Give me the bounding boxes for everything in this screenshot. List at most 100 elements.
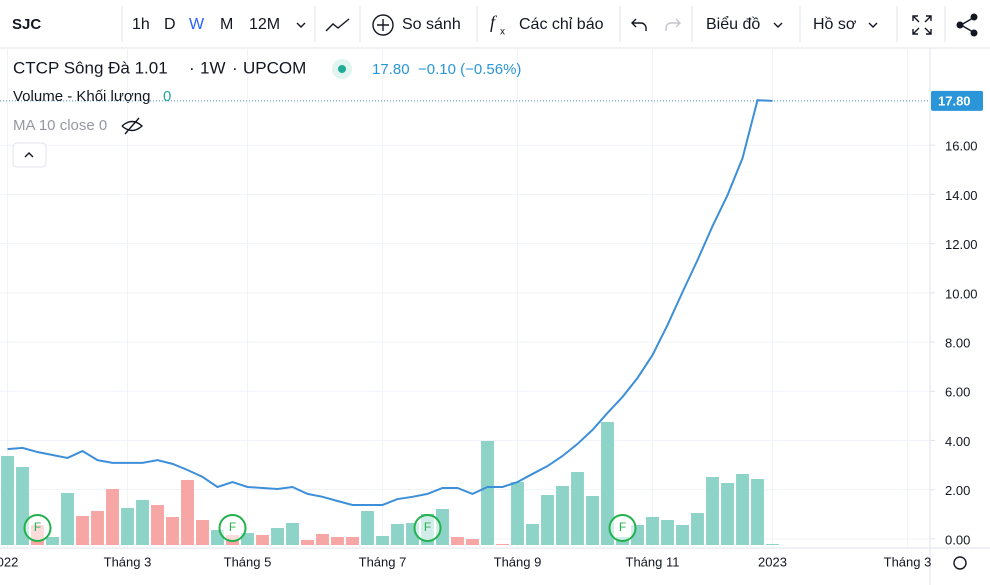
redo[interactable] <box>665 18 681 31</box>
legend-title: CTCP Sông Đà 1.01 <box>13 58 168 77</box>
interval[interactable]: 12M <box>249 16 280 33</box>
volume-bar <box>376 536 389 545</box>
volume-bar <box>586 496 599 545</box>
volume-bar <box>361 511 374 545</box>
volume-bar <box>151 505 164 545</box>
chart-menu[interactable]: Biểu đồ <box>706 15 760 33</box>
y-tick-label: 14.00 <box>945 188 978 203</box>
legend-volume-value: 0 <box>163 88 171 105</box>
undo[interactable] <box>631 18 647 31</box>
volume-bar <box>451 537 464 545</box>
legend-exchange: UPCOM <box>243 58 306 77</box>
volume-bar <box>166 517 179 545</box>
x-tick-label: Tháng 3 <box>884 554 932 569</box>
volume-bar <box>511 482 524 545</box>
volume-bar <box>286 523 299 545</box>
event-marker[interactable] <box>218 514 247 542</box>
indicators-icon[interactable]: f <box>490 12 498 32</box>
volume-bar <box>241 533 254 545</box>
fullscreen[interactable] <box>912 15 932 35</box>
x-tick-label: 2023 <box>758 554 787 569</box>
symbol[interactable]: SJC <box>12 16 41 33</box>
volume-bar <box>721 483 734 545</box>
volume-bar <box>316 534 329 545</box>
volume-bar <box>691 513 704 545</box>
volume-bar <box>601 422 614 545</box>
chevron[interactable] <box>296 22 306 28</box>
y-tick-label: 0.00 <box>945 532 970 547</box>
x-tick-label: Tháng 7 <box>359 554 407 569</box>
settings[interactable] <box>953 556 967 570</box>
legend-dot: · <box>232 58 238 77</box>
share <box>970 29 978 37</box>
volume-bar <box>706 477 719 545</box>
x-tick-label: Tháng 3 <box>104 554 152 569</box>
chevron[interactable] <box>868 22 878 28</box>
legend-price: 17.80 <box>372 61 410 78</box>
share <box>956 21 964 29</box>
interval[interactable]: 1h <box>132 16 150 33</box>
last-price-label: 17.80 <box>938 93 971 108</box>
volume-bar <box>91 511 104 545</box>
y-tick-label: 2.00 <box>945 483 970 498</box>
legend: CTCP Sông Đà 1.01 · 1W · UPCOM 17.80 −0.… <box>12 58 521 168</box>
indicators-icon: x <box>500 27 505 38</box>
x-tick-label: Tháng 9 <box>494 554 542 569</box>
event-label: F <box>34 520 41 534</box>
compare-icon[interactable] <box>372 14 394 36</box>
volume-bar <box>76 516 89 545</box>
legend-dot: · <box>189 58 195 77</box>
y-tick-label: 12.00 <box>945 237 978 252</box>
volume-bar <box>436 509 449 545</box>
hidden-icon[interactable] <box>121 117 144 135</box>
volume-bar <box>1 456 14 545</box>
volume-bar <box>541 495 554 545</box>
collapse-button <box>24 152 34 158</box>
event-marker[interactable] <box>608 514 637 542</box>
volume-bar <box>556 486 569 545</box>
interval[interactable]: W <box>189 16 205 33</box>
volume-bar <box>676 525 689 545</box>
x-tick-label: Tháng 5 <box>224 554 272 569</box>
volume-bar <box>301 540 314 545</box>
volume-bar <box>331 537 344 545</box>
status-dot <box>338 65 346 73</box>
x-tick-label: Tháng 11 <box>626 554 680 569</box>
compare[interactable]: So sánh <box>402 16 461 33</box>
collapse-button[interactable] <box>12 142 47 168</box>
volume-bar <box>46 537 59 545</box>
compare-icon <box>377 19 389 31</box>
legend-change: −0.10 (−0.56%) <box>418 61 521 78</box>
volume-bar <box>61 493 74 545</box>
volume-bar <box>481 441 494 545</box>
interval[interactable]: M <box>220 16 233 33</box>
volume-bar <box>496 544 509 545</box>
volume-bar <box>751 479 764 545</box>
volume-bar <box>526 524 539 545</box>
event-label: F <box>229 520 236 534</box>
volume-bar <box>736 474 749 545</box>
profile-menu[interactable]: Hồ sơ <box>813 16 857 33</box>
volume-bar <box>196 520 209 545</box>
volume-bar <box>661 520 674 545</box>
indicators[interactable]: Các chỉ báo <box>519 16 604 33</box>
y-tick-label: 10.00 <box>945 286 978 301</box>
chart-type-icon[interactable] <box>325 18 350 32</box>
y-tick-label: 6.00 <box>945 385 970 400</box>
volume-bar <box>391 524 404 545</box>
legend-ma: MA 10 close 0 <box>13 117 107 134</box>
event-marker[interactable] <box>413 514 442 542</box>
y-tick-label: 8.00 <box>945 335 970 350</box>
interval[interactable]: D <box>164 16 176 33</box>
volume-bar <box>766 544 779 545</box>
event-marker[interactable] <box>23 514 52 542</box>
volume-bar <box>256 535 269 545</box>
legend-interval: 1W <box>200 58 226 77</box>
volume-bar <box>121 508 134 545</box>
volume-bar <box>646 517 659 545</box>
chevron[interactable] <box>773 22 783 28</box>
volume-bar <box>136 500 149 545</box>
toolbar: SJC 1h D W M 12M So sánh f x Các chỉ báo… <box>0 6 990 49</box>
